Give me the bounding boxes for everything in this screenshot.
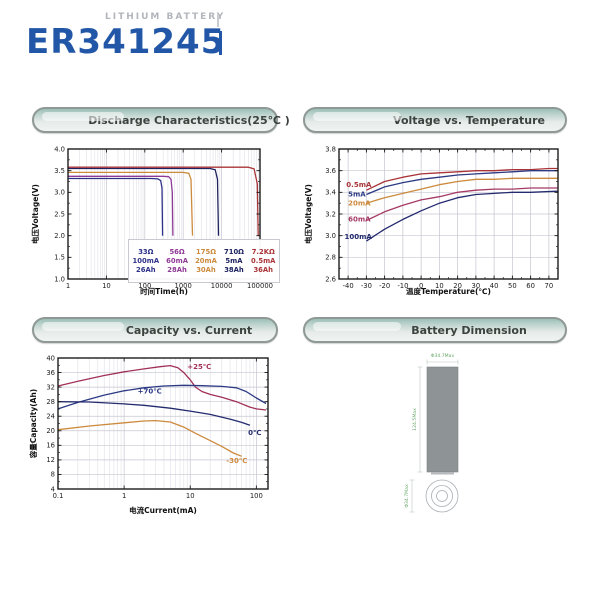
svg-text:1.5: 1.5 — [54, 254, 65, 262]
panel-header-battery-dimension: Battery Dimension — [303, 317, 567, 343]
svg-text:-20: -20 — [379, 282, 390, 290]
legend-column: 710Ω 5mA 38Ah — [223, 247, 244, 274]
svg-text:36: 36 — [46, 369, 55, 377]
model-title: ER341245 — [26, 22, 226, 62]
svg-text:-30: -30 — [361, 282, 372, 290]
svg-text:1: 1 — [66, 282, 70, 290]
svg-text:电流Current(mA): 电流Current(mA) — [129, 505, 197, 515]
svg-text:容量Capacity(Ah): 容量Capacity(Ah) — [28, 389, 38, 460]
panel-title: Voltage vs. Temperature — [393, 113, 545, 127]
svg-text:12: 12 — [46, 456, 55, 464]
height-dim-label: 124.5Max — [412, 408, 418, 431]
svg-text:10: 10 — [186, 492, 195, 500]
svg-text:3.6: 3.6 — [325, 167, 336, 175]
svg-text:温度Temperature(℃): 温度Temperature(℃) — [406, 286, 491, 296]
battery-body-side-view — [426, 366, 459, 473]
svg-text:10: 10 — [102, 282, 111, 290]
svg-text:时间Time(h): 时间Time(h) — [140, 286, 188, 296]
legend-column: 175Ω 20mA 30Ah — [195, 247, 217, 274]
panel-header-discharge: Discharge Characteristics(25℃ ) — [32, 107, 290, 133]
svg-text:8: 8 — [51, 471, 55, 479]
svg-text:2.8: 2.8 — [325, 254, 336, 262]
battery-top-view-inner-circle — [436, 490, 448, 502]
tagline-divider — [217, 14, 219, 27]
svg-text:100000: 100000 — [247, 282, 273, 290]
svg-text:16: 16 — [46, 442, 55, 450]
svg-text:电压Voltage(V): 电压Voltage(V) — [30, 184, 40, 244]
svg-text:10: 10 — [435, 282, 444, 290]
svg-text:24: 24 — [46, 413, 55, 421]
svg-text:100: 100 — [138, 282, 151, 290]
svg-text:0℃: 0℃ — [248, 429, 261, 437]
svg-text:0: 0 — [419, 282, 423, 290]
legend-column: 56Ω 60mA 28Ah — [166, 247, 188, 274]
svg-text:1000: 1000 — [175, 282, 192, 290]
svg-text:1.0: 1.0 — [54, 275, 65, 283]
svg-text:2.0: 2.0 — [54, 232, 65, 240]
svg-text:3.4: 3.4 — [325, 189, 336, 197]
discharge-legend: 33Ω 100mA 26Ah 56Ω 60mA 28Ah 175Ω 20mA 30Ah 710Ω 5… — [128, 239, 280, 283]
svg-text:+70℃: +70℃ — [138, 387, 162, 395]
svg-text:30: 30 — [472, 282, 481, 290]
diameter-dim-label: Φ34.7Max — [431, 353, 455, 359]
svg-text:28: 28 — [46, 398, 55, 406]
legend-column: 7.2KΩ 0.5mA 36Ah — [251, 247, 276, 274]
svg-text:70: 70 — [545, 282, 554, 290]
svg-text:2.6: 2.6 — [325, 275, 336, 283]
panel-title: Capacity vs. Current — [125, 323, 253, 337]
battery-top-view-outer-circle — [425, 479, 459, 513]
svg-text:3.0: 3.0 — [54, 189, 65, 197]
svg-text:电压Voltage(V): 电压Voltage(V) — [303, 184, 313, 244]
svg-text:0.1: 0.1 — [53, 492, 64, 500]
legend-column: 33Ω 100mA 26Ah — [132, 247, 160, 274]
svg-text:20: 20 — [46, 427, 55, 435]
svg-text:+25℃: +25℃ — [187, 363, 211, 371]
svg-text:-30℃: -30℃ — [226, 457, 247, 465]
svg-text:100: 100 — [250, 492, 263, 500]
svg-text:60mA: 60mA — [348, 216, 371, 224]
svg-text:5mA: 5mA — [348, 191, 366, 199]
battery-top-view-middle-circle — [431, 485, 453, 507]
voltage-vs-temperature-chart: -40 -30 -20 -10 0 10 20 30 40 50 60 70 2.6 2.8 3.0 3.2 3… — [303, 145, 559, 296]
svg-text:40: 40 — [46, 354, 55, 362]
battery-dimension-drawing: Φ34.7Max 124.5Max Φ34.7Max — [404, 353, 459, 513]
svg-text:3.8: 3.8 — [325, 145, 336, 153]
panel-header-voltage-temperature: Voltage vs. Temperature — [303, 107, 567, 133]
svg-text:60: 60 — [526, 282, 535, 290]
svg-text:20: 20 — [453, 282, 462, 290]
svg-text:20mA: 20mA — [348, 199, 371, 207]
svg-text:4: 4 — [51, 485, 55, 493]
svg-text:50: 50 — [508, 282, 517, 290]
capacity-vs-current-chart: 0.1 1 10 100 4 8 12 16 20 24 28 32 36 40 +25℃ +70℃ 0℃ -30… — [28, 354, 269, 515]
svg-text:-40: -40 — [343, 282, 354, 290]
panel-title: Battery Dimension — [411, 323, 527, 337]
svg-text:3.2: 3.2 — [325, 210, 336, 218]
svg-text:-10: -10 — [397, 282, 408, 290]
panel-header-capacity-current: Capacity vs. Current — [32, 317, 278, 343]
svg-text:3.0: 3.0 — [325, 232, 336, 240]
svg-text:32: 32 — [46, 383, 55, 391]
svg-text:10000: 10000 — [211, 282, 233, 290]
svg-text:100mA: 100mA — [344, 233, 372, 241]
svg-text:0.5mA: 0.5mA — [346, 181, 372, 189]
svg-text:3.5: 3.5 — [54, 167, 65, 175]
svg-text:4.0: 4.0 — [54, 145, 65, 153]
brand-tagline: LITHIUM BATTERY — [105, 12, 226, 22]
svg-text:40: 40 — [490, 282, 499, 290]
panel-title: Discharge Characteristics(25℃ ) — [88, 113, 290, 127]
circle-dim-label: Φ34.7Max — [404, 484, 410, 508]
title-accent-bar — [219, 31, 222, 55]
svg-text:2.5: 2.5 — [54, 210, 65, 218]
battery-bottom-step — [431, 472, 454, 475]
svg-text:1: 1 — [122, 492, 126, 500]
